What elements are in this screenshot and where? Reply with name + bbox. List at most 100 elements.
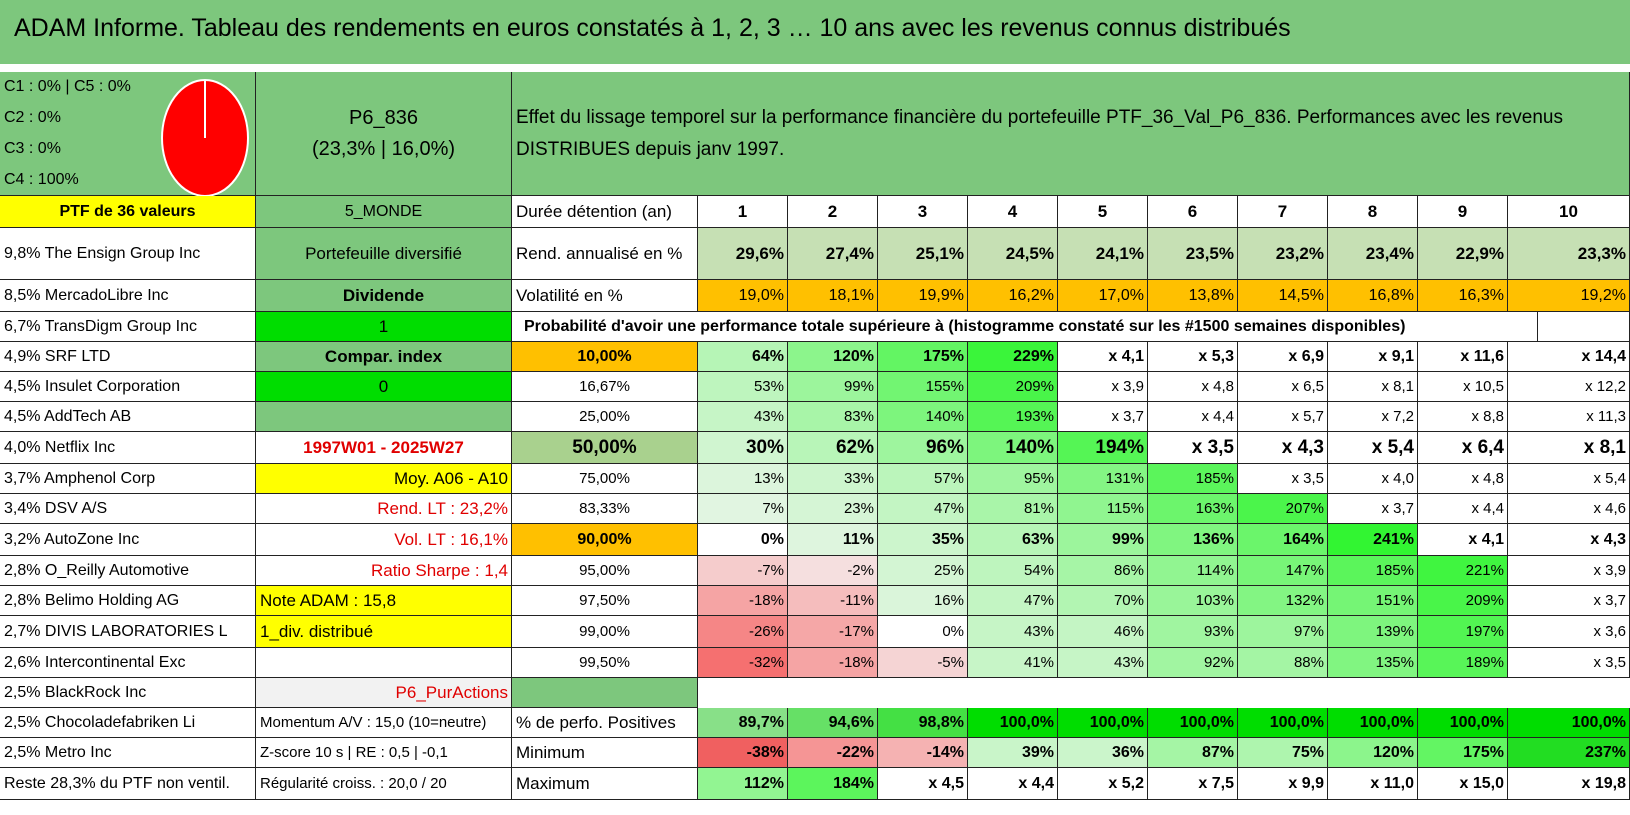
probability-cell-3-10: x 11,3 [1508,402,1630,432]
probability-cell-10-3: 0% [878,616,968,648]
volatility-4: 16,2% [968,280,1058,312]
stat-cell-1-7: 100,0% [1238,708,1328,738]
probability-cell-10-5: 46% [1058,616,1148,648]
info-cell-8: Moy. A06 - A10 [256,464,512,494]
probability-level-8: 95,00% [512,556,698,586]
probability-cell-8-3: 25% [878,556,968,586]
probability-cell-5-8: x 4,0 [1328,464,1418,494]
stat-cell-3-8: x 11,0 [1328,768,1418,800]
probability-cell-5-10: x 5,4 [1508,464,1630,494]
holding-row-2: 8,5% MercadoLibre Inc [0,280,256,312]
stat-cell-1-8: 100,0% [1328,708,1418,738]
probability-cell-10-10: x 3,6 [1508,616,1630,648]
stat-cell-2-2: -22% [788,738,878,768]
probability-cell-3-7: x 5,7 [1238,402,1328,432]
portfolio-code-block: P6_836 (23,3% | 16,0%) [256,72,512,196]
stat-cell-2-10: 237% [1508,738,1630,768]
volatility-5: 17,0% [1058,280,1148,312]
stat-cell-2-1: -38% [698,738,788,768]
probability-cell-6-8: x 3,7 [1328,494,1418,524]
probability-cell-2-5: x 3,9 [1058,372,1148,402]
probability-cell-2-6: x 4,8 [1148,372,1238,402]
probability-cell-11-1: -32% [698,648,788,678]
probability-cell-1-10: x 14,4 [1508,342,1630,372]
probability-cell-7-7: 164% [1238,524,1328,556]
annualized-return-10: 23,3% [1508,228,1630,280]
holding-row-10: 3,2% AutoZone Inc [0,524,256,556]
info-diversified: Portefeuille diversifié [256,228,512,280]
year-header-3: 3 [878,196,968,228]
probability-cell-4-7: x 4,3 [1238,432,1328,464]
info-cell-4: Compar. index [256,342,512,372]
probability-cell-6-10: x 4,6 [1508,494,1630,524]
probability-cell-7-9: x 4,1 [1418,524,1508,556]
stat-label-1: % de perfo. Positives [512,708,698,738]
volatility-1: 19,0% [698,280,788,312]
probability-cell-11-5: 43% [1058,648,1148,678]
holding-row-11: 2,8% O_Reilly Automotive [0,556,256,586]
probability-title: Probabilité d'avoir une performance tota… [512,312,1538,342]
probability-cell-7-6: 136% [1148,524,1238,556]
probability-cell-8-5: 86% [1058,556,1148,586]
probability-level-6: 83,33% [512,494,698,524]
probability-level-3: 25,00% [512,402,698,432]
probability-cell-7-2: 11% [788,524,878,556]
probability-cell-2-3: 155% [878,372,968,402]
probability-cell-5-6: 185% [1148,464,1238,494]
volatility-3: 19,9% [878,280,968,312]
annualized-return-label: Rend. annualisé en % [512,228,698,280]
probability-cell-1-2: 120% [788,342,878,372]
info-dividend: Dividende [256,280,512,312]
allocation-legend-c4: C4 : 100% [4,171,79,188]
probability-cell-7-3: 35% [878,524,968,556]
probability-cell-10-4: 43% [968,616,1058,648]
probability-cell-1-7: x 6,9 [1238,342,1328,372]
probability-cell-1-6: x 5,3 [1148,342,1238,372]
probability-cell-4-8: x 5,4 [1328,432,1418,464]
probability-cell-3-8: x 7,2 [1328,402,1418,432]
probability-cell-10-6: 93% [1148,616,1238,648]
probability-cell-7-10: x 4,3 [1508,524,1630,556]
probability-cell-5-1: 13% [698,464,788,494]
allocation-legend-c1-c5: C1 : 0% | C5 : 0% [4,78,131,95]
annualized-return-7: 23,2% [1238,228,1328,280]
portfolio-description-line2: DISTRIBUES depuis janv 1997. [516,138,785,160]
holding-row-3: 6,7% TransDigm Group Inc [0,312,256,342]
info-cell-7: 1997W01 - 2025W27 [256,432,512,464]
annualized-return-2: 27,4% [788,228,878,280]
probability-cell-8-6: 114% [1148,556,1238,586]
stat-cell-2-7: 75% [1238,738,1328,768]
info-one: 1 [256,312,512,342]
annualized-return-3: 25,1% [878,228,968,280]
probability-cell-11-7: 88% [1238,648,1328,678]
info-cell-18: Régularité croiss. : 20,0 / 20 [256,768,512,800]
annualized-return-9: 22,9% [1418,228,1508,280]
allocation-pie-chart [161,79,249,197]
probability-cell-1-4: 229% [968,342,1058,372]
year-header-10: 10 [1508,196,1630,228]
probability-title-end [1538,312,1630,342]
probability-cell-4-9: x 6,4 [1418,432,1508,464]
stat-cell-2-9: 175% [1418,738,1508,768]
holding-row-17: 2,5% Metro Inc [0,738,256,768]
stat-cell-3-7: x 9,9 [1238,768,1328,800]
probability-cell-1-1: 64% [698,342,788,372]
portfolio-zone: 5_MONDE [256,196,512,228]
probability-cell-2-9: x 10,5 [1418,372,1508,402]
portfolio-code: P6_836 [349,106,418,129]
year-header-5: 5 [1058,196,1148,228]
info-cell-14 [256,648,512,678]
stat-cell-2-8: 120% [1328,738,1418,768]
holding-row-12: 2,8% Belimo Holding AG [0,586,256,616]
probability-cell-8-7: 147% [1238,556,1328,586]
probability-level-2: 16,67% [512,372,698,402]
stat-cell-1-10: 100,0% [1508,708,1630,738]
probability-cell-10-7: 97% [1238,616,1328,648]
probability-cell-4-4: 140% [968,432,1058,464]
probability-cell-4-1: 30% [698,432,788,464]
info-cell-15: P6_PurActions [256,678,512,708]
stat-cell-2-3: -14% [878,738,968,768]
year-header-6: 6 [1148,196,1238,228]
probability-cell-11-9: 189% [1418,648,1508,678]
portfolio-summary: (23,3% | 16,0%) [311,137,456,160]
